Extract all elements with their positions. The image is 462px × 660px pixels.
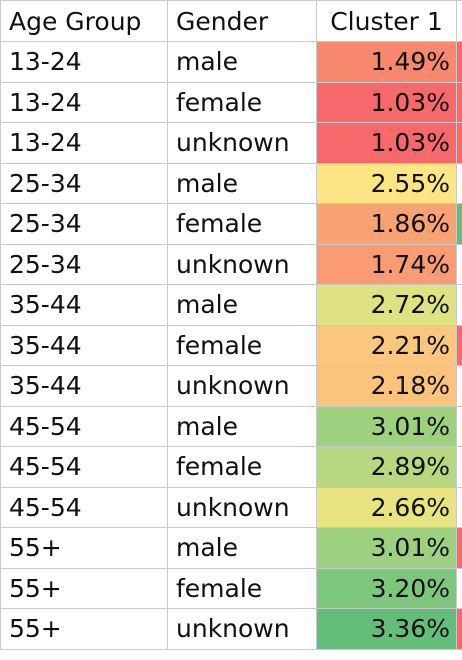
gender-cell[interactable]: female bbox=[167, 203, 317, 245]
header-age-group[interactable]: Age Group bbox=[0, 0, 168, 42]
age-group-cell[interactable]: 25-34 bbox=[0, 203, 168, 245]
age-group-cell[interactable]: 35-44 bbox=[0, 284, 168, 326]
next-column-edge bbox=[456, 365, 462, 407]
cluster-value-cell[interactable]: 3.01% bbox=[316, 527, 457, 569]
age-group-cell[interactable]: 13-24 bbox=[0, 81, 168, 123]
gender-cell[interactable]: unknown bbox=[167, 243, 317, 285]
gender-cell[interactable]: male bbox=[167, 527, 317, 569]
gender-cell[interactable]: female bbox=[167, 446, 317, 488]
next-column-edge bbox=[456, 0, 462, 42]
next-column-edge bbox=[456, 41, 462, 83]
cluster-value-cell[interactable]: 1.03% bbox=[316, 81, 457, 123]
table-row: 25-34 female 1.86% bbox=[0, 203, 462, 245]
gender-cell[interactable]: unknown bbox=[167, 365, 317, 407]
next-column-edge bbox=[456, 162, 462, 204]
table-row: 13-24 male 1.49% bbox=[0, 41, 462, 83]
age-group-cell[interactable]: 25-34 bbox=[0, 162, 168, 204]
next-column-edge bbox=[456, 608, 462, 650]
table-row: 25-34 male 2.55% bbox=[0, 162, 462, 204]
next-column-edge bbox=[456, 446, 462, 488]
cluster-value-cell[interactable]: 3.36% bbox=[316, 608, 457, 650]
gender-cell[interactable]: male bbox=[167, 405, 317, 447]
cluster-value-cell[interactable]: 1.03% bbox=[316, 122, 457, 164]
table-row: 55+ unknown 3.36% bbox=[0, 608, 462, 650]
next-column-edge bbox=[456, 324, 462, 366]
table-row: 13-24 unknown 1.03% bbox=[0, 122, 462, 164]
age-group-cell[interactable]: 55+ bbox=[0, 527, 168, 569]
table-row: 13-24 female 1.03% bbox=[0, 81, 462, 123]
age-group-cell[interactable]: 13-24 bbox=[0, 122, 168, 164]
age-group-cell[interactable]: 45-54 bbox=[0, 446, 168, 488]
header-cluster[interactable]: Cluster 1 bbox=[316, 0, 457, 42]
age-group-cell[interactable]: 45-54 bbox=[0, 405, 168, 447]
gender-cell[interactable]: unknown bbox=[167, 122, 317, 164]
cluster-value-cell[interactable]: 1.86% bbox=[316, 203, 457, 245]
gender-cell[interactable]: male bbox=[167, 284, 317, 326]
next-column-edge bbox=[456, 122, 462, 164]
cluster-value-cell[interactable]: 2.89% bbox=[316, 446, 457, 488]
next-column-edge bbox=[456, 486, 462, 528]
cluster-value-cell[interactable]: 2.55% bbox=[316, 162, 457, 204]
header-row: Age Group Gender Cluster 1 bbox=[0, 0, 462, 42]
table-row: 25-34 unknown 1.74% bbox=[0, 243, 462, 285]
next-column-edge bbox=[456, 284, 462, 326]
table-row: 35-44 male 2.72% bbox=[0, 284, 462, 326]
next-column-edge bbox=[456, 81, 462, 123]
next-column-edge bbox=[456, 243, 462, 285]
age-group-cell[interactable]: 13-24 bbox=[0, 41, 168, 83]
age-group-cell[interactable]: 35-44 bbox=[0, 365, 168, 407]
table-row: 35-44 unknown 2.18% bbox=[0, 365, 462, 407]
cluster-value-cell[interactable]: 2.66% bbox=[316, 486, 457, 528]
header-gender[interactable]: Gender bbox=[167, 0, 317, 42]
next-column-edge bbox=[456, 527, 462, 569]
age-group-cell[interactable]: 55+ bbox=[0, 608, 168, 650]
cluster-value-cell[interactable]: 3.20% bbox=[316, 567, 457, 609]
age-group-cell[interactable]: 45-54 bbox=[0, 486, 168, 528]
gender-cell[interactable]: female bbox=[167, 324, 317, 366]
next-column-edge bbox=[456, 203, 462, 245]
gender-cell[interactable]: unknown bbox=[167, 608, 317, 650]
next-column-edge bbox=[456, 567, 462, 609]
age-group-cell[interactable]: 35-44 bbox=[0, 324, 168, 366]
table-row: 55+ female 3.20% bbox=[0, 567, 462, 609]
cluster-value-cell[interactable]: 1.49% bbox=[316, 41, 457, 83]
cluster-value-cell[interactable]: 1.74% bbox=[316, 243, 457, 285]
cluster-value-cell[interactable]: 3.01% bbox=[316, 405, 457, 447]
cluster-value-cell[interactable]: 2.72% bbox=[316, 284, 457, 326]
age-group-cell[interactable]: 55+ bbox=[0, 567, 168, 609]
age-group-cell[interactable]: 25-34 bbox=[0, 243, 168, 285]
next-column-edge bbox=[456, 405, 462, 447]
table-body: 13-24 male 1.49% 13-24 female 1.03% 13-24 unkno… bbox=[0, 41, 462, 650]
cluster-value-cell[interactable]: 2.18% bbox=[316, 365, 457, 407]
gender-cell[interactable]: male bbox=[167, 41, 317, 83]
table-row: 45-54 unknown 2.66% bbox=[0, 486, 462, 528]
table-row: 55+ male 3.01% bbox=[0, 527, 462, 569]
table-row: 35-44 female 2.21% bbox=[0, 324, 462, 366]
gender-cell[interactable]: male bbox=[167, 162, 317, 204]
table-row: 45-54 female 2.89% bbox=[0, 446, 462, 488]
gender-cell[interactable]: female bbox=[167, 567, 317, 609]
gender-cell[interactable]: unknown bbox=[167, 486, 317, 528]
cluster-value-cell[interactable]: 2.21% bbox=[316, 324, 457, 366]
table-row: 45-54 male 3.01% bbox=[0, 405, 462, 447]
gender-cell[interactable]: female bbox=[167, 81, 317, 123]
